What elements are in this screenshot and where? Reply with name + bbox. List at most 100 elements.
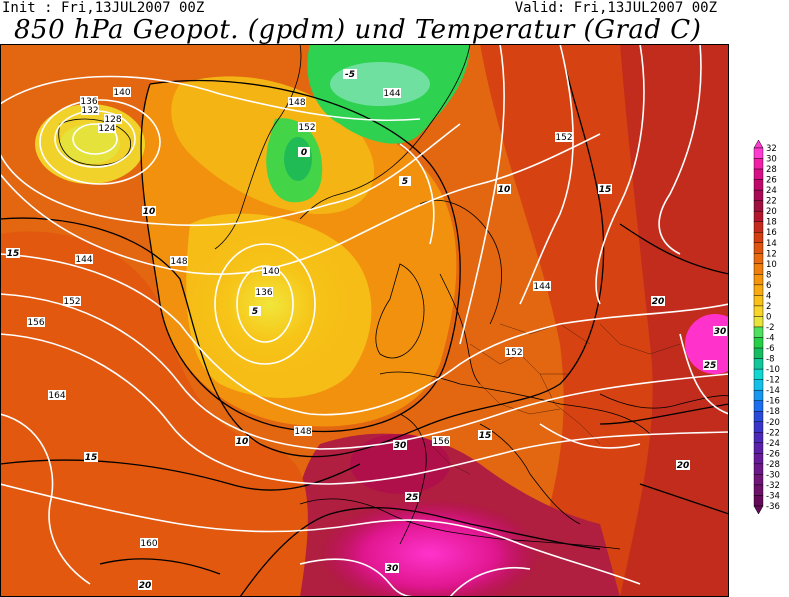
- color-scale-box: [753, 453, 764, 465]
- svg-text:152: 152: [505, 348, 522, 358]
- color-scale-label: -32: [766, 481, 780, 491]
- label-164: 164: [48, 390, 66, 401]
- label-25-east: 25: [703, 360, 717, 371]
- cold-core-greenland-south: [284, 137, 312, 181]
- map-title: 850 hPa Geopot. (gpdm) und Temperatur (G…: [14, 15, 702, 45]
- label-15: 15: [6, 248, 20, 259]
- svg-text:20: 20: [139, 581, 152, 591]
- color-scale-box: [753, 432, 764, 444]
- svg-text:156: 156: [432, 437, 449, 447]
- color-scale-box: [753, 274, 764, 286]
- valid-time-label: Valid: Fri,13JUL2007 00Z: [514, 0, 717, 16]
- color-scale-label: -28: [766, 460, 780, 470]
- color-scale-label: 10: [766, 260, 777, 270]
- color-scale-boxes: [753, 140, 764, 514]
- color-scale-label: -16: [766, 397, 780, 407]
- color-scale-label: 20: [766, 207, 777, 217]
- color-scale-label: -34: [766, 491, 780, 501]
- color-scale-top-arrow: [753, 140, 764, 149]
- color-scale-label: -20: [766, 418, 780, 428]
- color-scale-box: [753, 463, 764, 475]
- label-124: 124: [98, 123, 116, 134]
- label-15-europe: 15: [478, 430, 492, 441]
- color-scale-label: -26: [766, 449, 780, 459]
- init-time-label: Init : Fri,13JUL2007 00Z: [2, 0, 205, 16]
- svg-text:5: 5: [402, 177, 408, 187]
- color-scale-label: 6: [766, 281, 771, 291]
- label-0: 0: [298, 147, 310, 158]
- label-160: 160: [140, 538, 158, 549]
- geopotential-labels: 124 128 132 136 140 136 140 144 144 144 …: [27, 87, 573, 549]
- label-152-europe: 152: [505, 347, 523, 358]
- svg-text:30: 30: [714, 327, 727, 337]
- warm-region-east-mid: [480, 44, 653, 597]
- svg-text:15: 15: [7, 249, 20, 259]
- color-scale-label: -2: [766, 323, 774, 333]
- color-scale-box: [753, 200, 764, 212]
- label-30: 30: [393, 440, 407, 451]
- label-25: 25: [405, 492, 419, 503]
- label-140: 140: [113, 87, 131, 98]
- color-scale-label: 12: [766, 249, 777, 259]
- color-scale-label: 24: [766, 186, 777, 196]
- color-scale-box: [753, 495, 764, 507]
- color-scale-box: [753, 368, 764, 380]
- color-scale-label: 8: [766, 270, 771, 280]
- color-scale-label: 4: [766, 291, 771, 301]
- svg-text:152: 152: [63, 297, 80, 307]
- label-144: 144: [75, 254, 93, 265]
- label-148: 148: [170, 256, 188, 267]
- svg-text:164: 164: [48, 391, 65, 401]
- color-scale-label: -14: [766, 386, 780, 396]
- color-scale-box: [753, 179, 764, 191]
- hot-region-iberia: [350, 434, 450, 494]
- label-144-greenland: 144: [383, 88, 401, 99]
- label-144-europe: 144: [533, 281, 551, 292]
- label-minus-5: -5: [343, 69, 357, 80]
- label-15-east: 15: [598, 184, 612, 195]
- label-30-africa: 30: [385, 563, 399, 574]
- color-scale-label: 30: [766, 155, 777, 165]
- color-scale-label: -30: [766, 470, 780, 480]
- label-10-south: 10: [235, 436, 249, 447]
- color-scale-box: [753, 295, 764, 307]
- color-scale: 32302826242220181614121086420-2-4-6-8-10…: [753, 140, 780, 514]
- color-scale-label: 22: [766, 197, 777, 207]
- color-scale-box: [753, 147, 764, 159]
- svg-text:20: 20: [677, 461, 690, 471]
- color-scale-box: [753, 253, 764, 265]
- color-scale-box: [753, 474, 764, 486]
- color-scale-label: 2: [766, 302, 771, 312]
- color-scale-box: [753, 337, 764, 349]
- svg-text:10: 10: [236, 437, 249, 447]
- color-scale-label: 14: [766, 239, 777, 249]
- label-10: 10: [142, 206, 156, 217]
- label-30-turkey: 30: [713, 326, 727, 337]
- color-scale-box: [753, 400, 764, 412]
- svg-text:15: 15: [85, 453, 98, 463]
- color-scale-box: [753, 326, 764, 338]
- svg-text:148: 148: [170, 257, 187, 267]
- svg-text:25: 25: [406, 493, 419, 503]
- label-15-atlantic: 15: [84, 452, 98, 463]
- color-scale-box: [753, 284, 764, 296]
- svg-text:-5: -5: [345, 70, 355, 80]
- svg-text:136: 136: [255, 288, 272, 298]
- svg-text:148: 148: [288, 98, 305, 108]
- svg-text:136: 136: [80, 97, 97, 107]
- temperature-labels: -5 0 5 5 10 10 10 15 15 15 15 20 20 20 2…: [6, 69, 727, 591]
- svg-text:132: 132: [81, 106, 98, 116]
- label-5: 5: [249, 306, 261, 317]
- label-20: 20: [651, 296, 665, 307]
- svg-text:25: 25: [704, 361, 717, 371]
- color-scale-label: 26: [766, 176, 777, 186]
- color-scale-box: [753, 305, 764, 317]
- color-scale-box: [753, 242, 764, 254]
- label-148-south: 148: [294, 426, 312, 437]
- color-scale-label: -10: [766, 365, 780, 375]
- svg-text:30: 30: [394, 441, 407, 451]
- color-scale-box: [753, 189, 764, 201]
- svg-text:15: 15: [479, 431, 492, 441]
- svg-text:148: 148: [294, 427, 311, 437]
- color-scale-label: 32: [766, 144, 777, 154]
